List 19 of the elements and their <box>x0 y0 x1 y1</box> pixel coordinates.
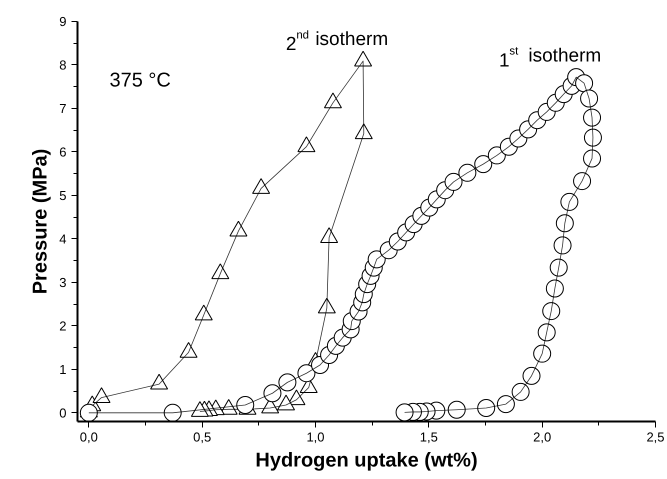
y-tick-label: 2 <box>59 318 67 334</box>
x-tick-label: 1,0 <box>306 430 325 444</box>
y-tick-label: 7 <box>59 100 67 116</box>
y-tick-label: 4 <box>59 231 67 246</box>
x-tick-label: 1,5 <box>420 430 438 444</box>
x-tick-label: 2,5 <box>646 430 665 444</box>
y-tick-label: 5 <box>59 188 67 203</box>
y-tick-label: 0 <box>59 405 67 420</box>
y-tick-label: 9 <box>59 14 67 29</box>
y-tick-label: 3 <box>59 274 67 290</box>
x-tick-label: 2,0 <box>533 430 552 444</box>
y-tick-label: 6 <box>59 144 67 160</box>
x-tick-label: 0,0 <box>80 430 98 444</box>
y-axis-title: Pressure (MPa) <box>29 148 52 294</box>
x-axis-title: Hydrogen uptake (wt%) <box>255 450 478 472</box>
y-tick-label: 1 <box>59 362 67 377</box>
x-tick-label: 0,5 <box>193 430 212 444</box>
y-tick-label: 8 <box>59 57 67 72</box>
annotation: 375 °C <box>110 70 171 92</box>
